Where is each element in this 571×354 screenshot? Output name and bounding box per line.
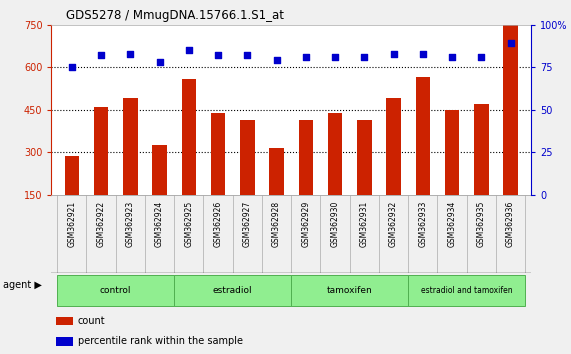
Text: GSM362923: GSM362923 — [126, 201, 135, 247]
FancyBboxPatch shape — [291, 275, 408, 306]
FancyBboxPatch shape — [57, 275, 174, 306]
Bar — [240, 120, 255, 195]
Bar — [65, 156, 79, 195]
Point — [506, 41, 515, 46]
Bar — [503, 25, 518, 195]
Text: GSM362933: GSM362933 — [419, 201, 427, 247]
Bar — [56, 317, 73, 325]
FancyBboxPatch shape — [408, 275, 525, 306]
Text: agent ▶: agent ▶ — [3, 280, 42, 290]
Text: GSM362930: GSM362930 — [331, 201, 340, 247]
Bar — [445, 110, 460, 195]
Bar — [152, 145, 167, 195]
Point — [214, 52, 223, 58]
Point — [272, 58, 281, 63]
Bar — [299, 120, 313, 195]
Bar — [386, 98, 401, 195]
Point — [418, 51, 427, 57]
Text: control: control — [100, 286, 131, 295]
Text: GSM362921: GSM362921 — [67, 201, 77, 247]
Text: GSM362928: GSM362928 — [272, 201, 281, 247]
Bar — [94, 107, 108, 195]
Text: GSM362922: GSM362922 — [96, 201, 106, 247]
Point — [331, 54, 340, 60]
Text: estradiol and tamoxifen: estradiol and tamoxifen — [421, 286, 513, 295]
Point — [243, 52, 252, 58]
Point — [126, 51, 135, 57]
Text: GSM362929: GSM362929 — [301, 201, 310, 247]
Text: GDS5278 / MmugDNA.15766.1.S1_at: GDS5278 / MmugDNA.15766.1.S1_at — [66, 9, 284, 22]
Bar — [270, 148, 284, 195]
Text: GSM362935: GSM362935 — [477, 201, 486, 247]
Point — [301, 54, 311, 60]
Bar — [328, 113, 343, 195]
Text: GSM362932: GSM362932 — [389, 201, 398, 247]
Point — [96, 52, 106, 58]
Text: GSM362925: GSM362925 — [184, 201, 194, 247]
Text: GSM362934: GSM362934 — [448, 201, 457, 247]
Text: tamoxifen: tamoxifen — [327, 286, 373, 295]
Point — [67, 64, 77, 70]
Point — [389, 51, 398, 57]
Text: GSM362931: GSM362931 — [360, 201, 369, 247]
Text: GSM362936: GSM362936 — [506, 201, 515, 247]
Text: GSM362924: GSM362924 — [155, 201, 164, 247]
FancyBboxPatch shape — [174, 275, 291, 306]
Text: GSM362926: GSM362926 — [214, 201, 223, 247]
Bar — [474, 104, 489, 195]
Point — [477, 54, 486, 60]
Text: GSM362927: GSM362927 — [243, 201, 252, 247]
Bar — [123, 98, 138, 195]
Text: percentile rank within the sample: percentile rank within the sample — [78, 336, 243, 346]
Bar — [182, 79, 196, 195]
Point — [155, 59, 164, 65]
Bar — [56, 337, 73, 346]
Bar — [357, 120, 372, 195]
Bar — [416, 77, 430, 195]
Point — [448, 54, 457, 60]
Point — [184, 47, 194, 53]
Point — [360, 54, 369, 60]
Text: estradiol: estradiol — [213, 286, 252, 295]
Bar — [211, 113, 226, 195]
Text: count: count — [78, 316, 106, 326]
